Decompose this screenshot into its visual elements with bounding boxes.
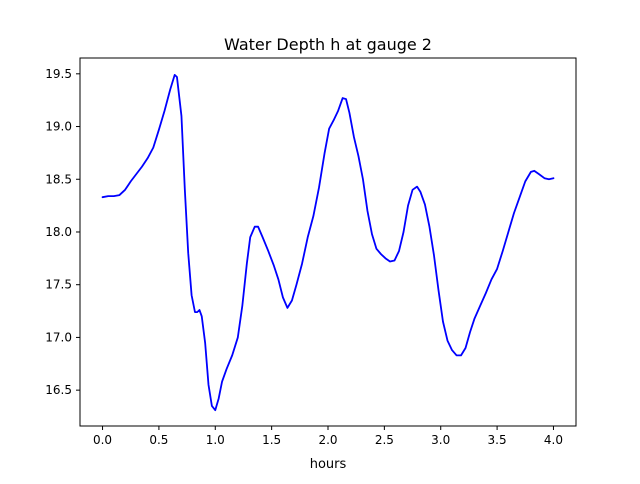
y-axis: 16.5 17.0 17.5 18.0 18.5 19.0 19.5 [45, 67, 80, 397]
x-tick-label: 0.5 [149, 433, 168, 447]
y-tick-label: 16.5 [45, 383, 72, 397]
series-line-0 [101, 73, 555, 412]
x-axis-label: hours [310, 457, 347, 472]
x-tick-label: 0.0 [93, 433, 112, 447]
y-tick-label: 18.5 [45, 172, 72, 186]
y-tick-label: 17.5 [45, 278, 72, 292]
y-tick-label: 18.0 [45, 225, 72, 239]
x-tick-label: 3.0 [431, 433, 450, 447]
x-tick-label: 1.5 [262, 433, 281, 447]
plot-area [101, 73, 555, 412]
y-tick-label: 17.0 [45, 330, 72, 344]
chart-title: Water Depth h at gauge 2 [224, 35, 432, 54]
x-tick-label: 4.0 [544, 433, 563, 447]
y-tick-label: 19.0 [45, 120, 72, 134]
x-axis: 0.0 0.5 1.0 1.5 2.0 2.5 3.0 3.5 4.0 [93, 426, 563, 447]
x-tick-label: 3.5 [488, 433, 507, 447]
y-tick-label: 19.5 [45, 67, 72, 81]
x-tick-label: 1.0 [206, 433, 225, 447]
x-tick-label: 2.0 [318, 433, 337, 447]
x-tick-label: 2.5 [375, 433, 394, 447]
